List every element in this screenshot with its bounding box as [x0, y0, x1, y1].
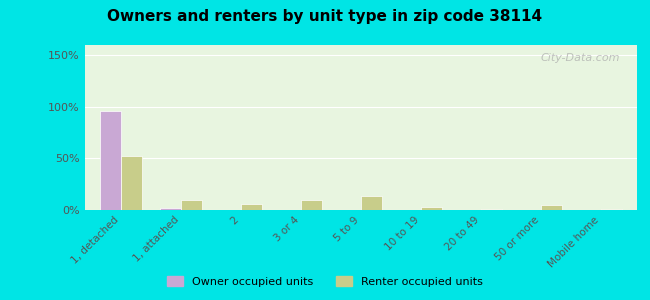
Bar — [541, 205, 562, 210]
Bar — [361, 196, 382, 210]
Bar — [301, 200, 322, 210]
Text: City-Data.com: City-Data.com — [541, 53, 620, 63]
Legend: Owner occupied units, Renter occupied units: Owner occupied units, Renter occupied un… — [162, 272, 488, 291]
Bar — [601, 209, 622, 210]
Bar — [120, 156, 142, 210]
Bar — [481, 209, 502, 210]
Bar — [159, 208, 181, 210]
Bar — [99, 111, 120, 210]
Bar — [240, 204, 262, 210]
Bar — [421, 207, 442, 210]
Bar — [181, 200, 202, 210]
Text: Owners and renters by unit type in zip code 38114: Owners and renters by unit type in zip c… — [107, 9, 543, 24]
